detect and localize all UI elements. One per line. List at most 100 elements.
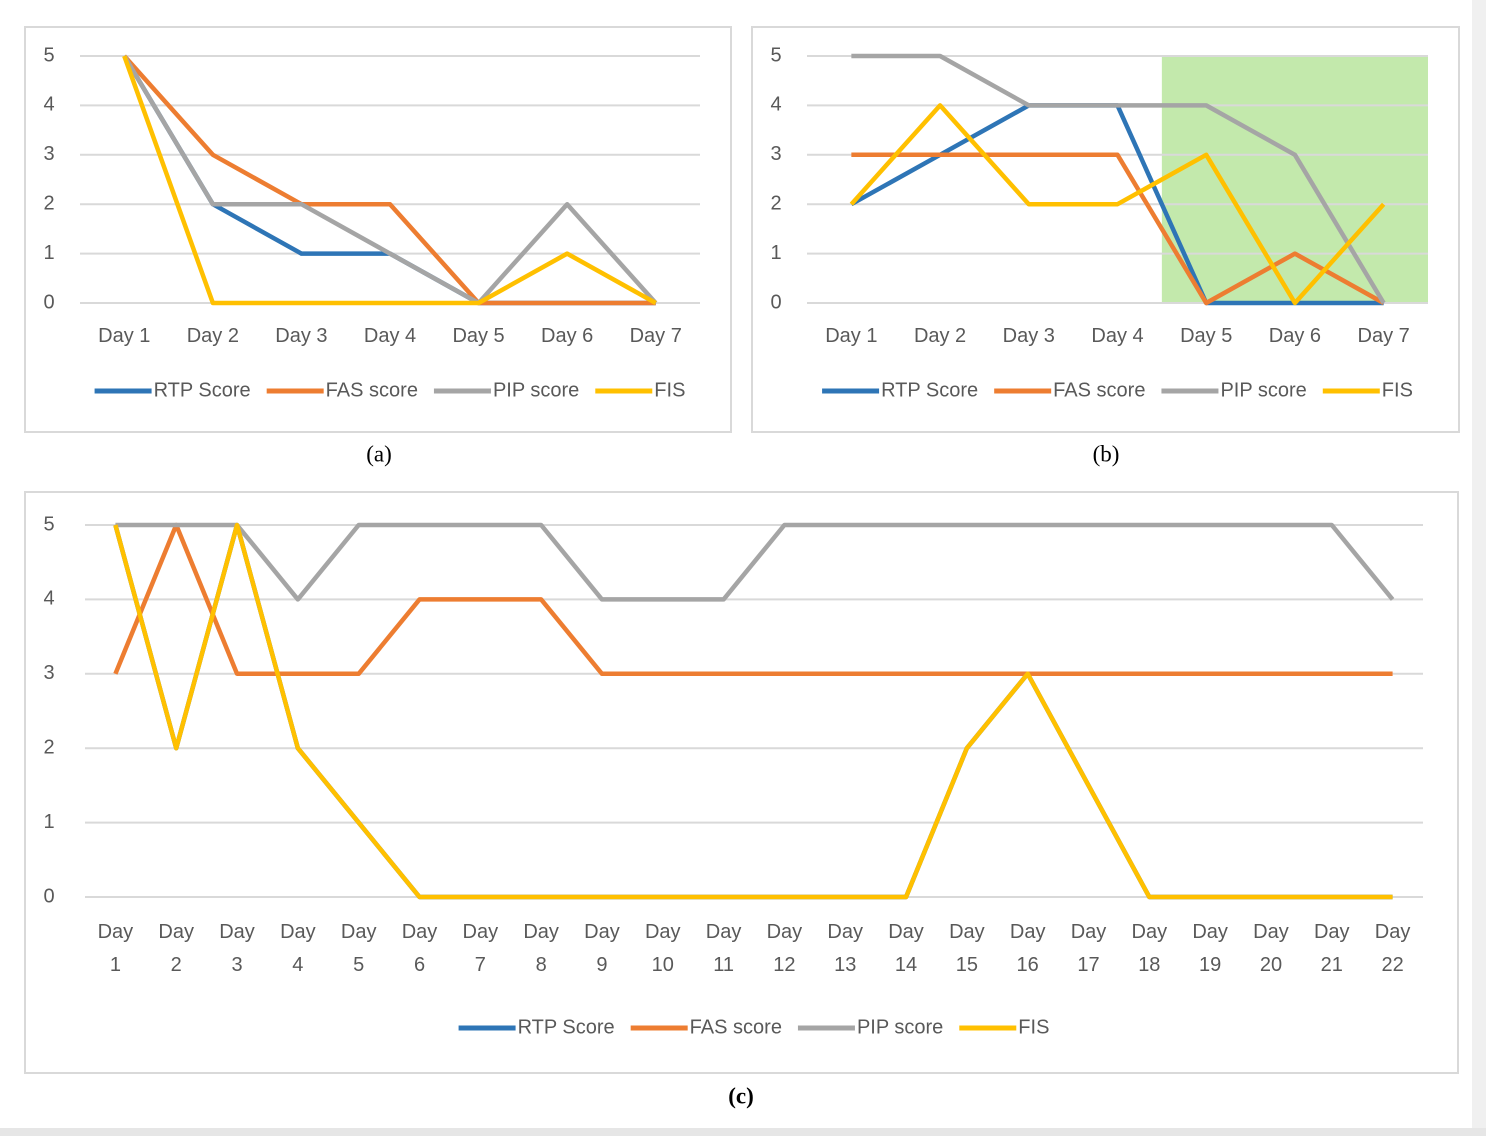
legend-label: RTP Score [154,379,251,401]
y-tick-label: 5 [43,44,54,66]
x-tick-label-box: Day 5 [452,325,505,347]
series-line [122,55,657,306]
legend: RTP Score FAS score PIP score FIS [94,379,685,401]
x-tick-label: Day 8 [523,921,559,976]
y-tick-label: 4 [43,588,54,610]
x-tick-label: Day 19 [1192,921,1228,976]
x-tick-label-box: Day 1 [98,325,150,347]
x-tick-label-box: Day 5 [340,921,377,976]
y-tick-label: 0 [43,885,54,907]
legend-label: PIP score [493,379,579,401]
y-tick-label: 0 [770,291,781,313]
x-tick-label-box: Day 2 [158,921,194,976]
x-tick-label: Day 20 [1253,921,1289,976]
x-tick-label-box: Day 2 [186,325,239,347]
shaded-region [1161,56,1428,303]
x-tick-label: Day 1 [97,921,134,976]
x-tick-label: Day 5 [452,325,505,347]
chart-panel: 0 1 2 3 4 5 Day 1 Day 2 Day 3 Day 4 Day 5 Day 6 Day … [24,491,1459,1074]
legend-label: FIS [1018,1016,1049,1038]
series-line [122,54,656,306]
series-line [851,152,1385,306]
series-line [113,522,1393,677]
panel-border [24,26,732,433]
caption: (c) [728,1083,754,1108]
y-tick-label: 5 [43,513,54,535]
x-tick-label: Day 6 [401,921,438,976]
page-edge [1472,0,1486,1136]
x-tick-label-box: Day 6 [1268,325,1322,347]
series-line [849,103,1386,306]
x-tick-label-box: Day 6 [541,325,594,347]
x-tick-label: Day 2 [913,325,967,347]
x-tick-label-box: Day 19 [1192,921,1228,976]
x-tick-label-box: Day 15 [949,921,985,976]
x-tick-label: Day 18 [1131,921,1168,976]
legend-label: FIS [654,379,685,401]
x-tick-label: Day 4 [280,921,316,976]
x-tick-label: Day 4 [363,325,417,347]
x-tick-label: Day 5 [1180,325,1233,347]
x-tick-label-box: Day 4 [363,325,417,347]
y-tick-label: 2 [43,736,54,758]
x-tick-label: Day 10 [644,921,681,976]
x-tick-label-box: Day 20 [1253,921,1289,976]
x-tick-label: Day 22 [1374,921,1411,976]
x-tick-label: Day 5 [340,921,377,976]
y-tick-label: 1 [770,242,781,264]
x-tick-label-box: Day 11 [705,921,742,976]
y-tick-label: 3 [43,662,54,684]
chart-panel: 0 1 2 3 4 5 Day 1 Day 2 Day 3 Day 4 Day 5 Day 6 Day … [751,26,1460,433]
x-tick-label-box: Day 1 [825,325,878,347]
x-tick-label-box: Day 13 [827,921,863,976]
series-line [851,53,1386,305]
legend: RTP Score FAS score PIP score FIS [822,379,1413,401]
y-tick-label: 2 [43,192,54,214]
legend: RTP Score FAS score PIP score FIS [458,1016,1049,1038]
x-tick-label: Day 6 [1268,325,1322,347]
x-tick-label: Day 16 [1009,921,1046,976]
x-tick-label-box: Day 4 [1091,325,1144,347]
x-tick-label: Day 17 [1070,921,1107,976]
y-tick-label: 3 [43,143,54,165]
legend-label: FAS score [1053,379,1145,401]
x-tick-label: Day 7 [462,921,499,976]
panel-border [24,491,1459,1074]
x-tick-label: Day 2 [186,325,239,347]
x-tick-label-box: Day 7 [1358,325,1410,347]
x-tick-label: Day 13 [827,921,863,976]
x-tick-label: Day 1 [825,325,878,347]
x-tick-label-box: Day 3 [1003,325,1055,347]
x-tick-label-box: Day 17 [1070,921,1107,976]
x-tick-label: Day 4 [1091,325,1144,347]
x-tick-label-box: Day 2 [913,325,967,347]
panel-border [751,26,1460,433]
x-tick-label: Day 3 [275,325,328,347]
caption: (a) [366,441,392,466]
legend-label: FAS score [690,1016,782,1038]
legend-label: FAS score [326,379,418,401]
y-tick-label: 3 [770,143,781,165]
x-tick-label-box: Day 3 [275,325,328,347]
x-tick-label: Day 7 [629,325,682,347]
chart-panel: 0 1 2 3 4 5 Day 1 Day 2 Day 3 Day 4 Day 5 Day 6 Day … [24,26,732,433]
series-line [115,522,1395,602]
x-tick-label-box: Day 1 [97,921,134,976]
x-tick-label: Day 9 [584,921,620,976]
x-tick-label: Day 14 [888,921,924,976]
series-line [113,522,1393,900]
y-tick-label: 5 [770,44,781,66]
x-tick-label-box: Day 12 [767,921,803,976]
x-tick-label-box: Day 14 [888,921,924,976]
x-tick-label: Day 15 [949,921,985,976]
x-tick-label: Day 11 [705,921,742,976]
x-tick-label-box: Day 7 [629,325,682,347]
legend-label: PIP score [1220,379,1306,401]
x-tick-label-box: Day 18 [1131,921,1168,976]
x-tick-label: Day 6 [541,325,594,347]
x-tick-label-box: Day 16 [1009,921,1046,976]
x-tick-label-box: Day 3 [219,921,255,976]
x-tick-label-box: Day 5 [1180,325,1233,347]
x-tick-label-box: Day 9 [584,921,620,976]
